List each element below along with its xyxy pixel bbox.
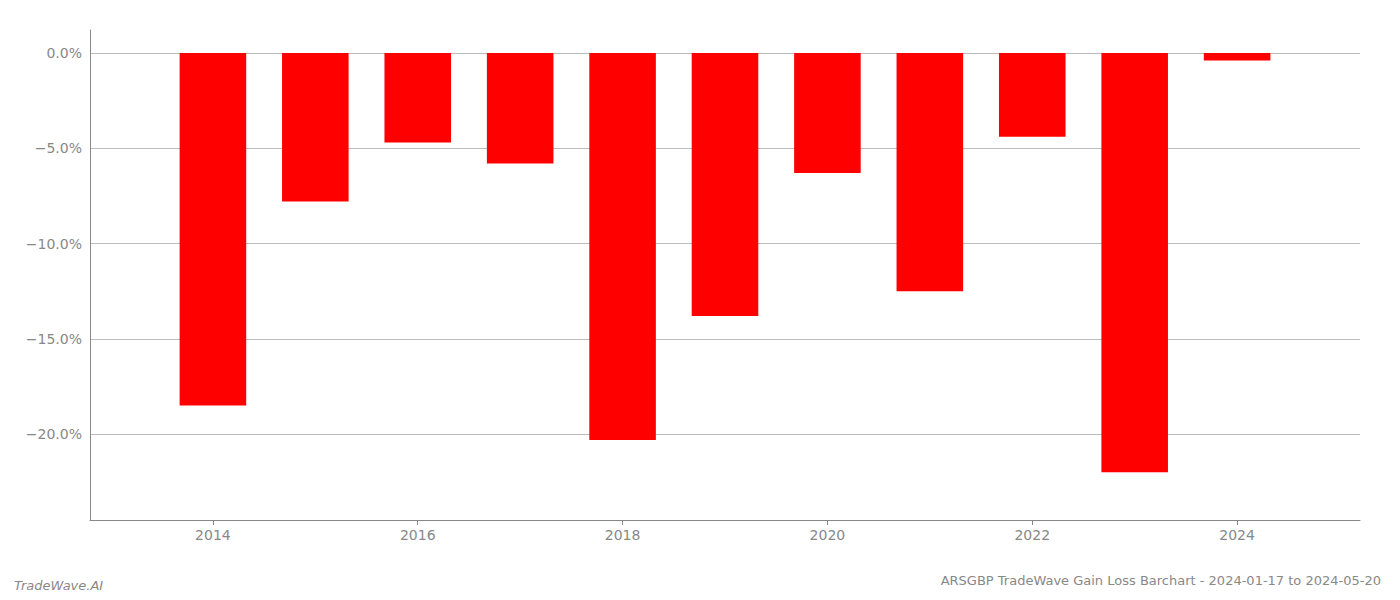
svg-text:−10.0%: −10.0%: [26, 236, 82, 252]
svg-text:2016: 2016: [400, 527, 436, 543]
svg-text:2020: 2020: [810, 527, 846, 543]
svg-text:−20.0%: −20.0%: [26, 426, 82, 442]
svg-text:2024: 2024: [1219, 527, 1255, 543]
svg-text:−15.0%: −15.0%: [26, 331, 82, 347]
svg-text:ARSGBP TradeWave Gain Loss Bar: ARSGBP TradeWave Gain Loss Barchart - 20…: [941, 573, 1381, 588]
svg-text:2022: 2022: [1014, 527, 1050, 543]
svg-text:−5.0%: −5.0%: [35, 140, 82, 156]
svg-text:2018: 2018: [605, 527, 641, 543]
svg-text:TradeWave.AI: TradeWave.AI: [14, 578, 103, 593]
svg-text:0.0%: 0.0%: [46, 45, 82, 61]
svg-text:2014: 2014: [195, 527, 231, 543]
